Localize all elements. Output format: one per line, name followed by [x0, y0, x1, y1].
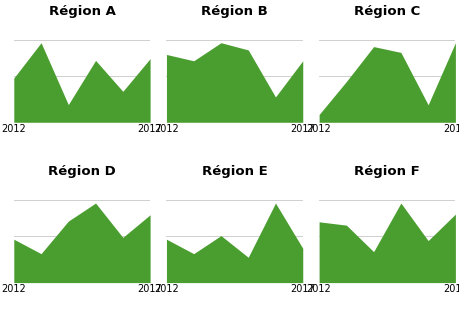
- Title: Région D: Région D: [48, 165, 116, 178]
- Title: Région B: Région B: [201, 5, 268, 18]
- Title: Région F: Région F: [353, 165, 419, 178]
- Title: Région C: Région C: [353, 5, 420, 18]
- Title: Région A: Région A: [48, 5, 115, 18]
- Title: Région E: Région E: [202, 165, 267, 178]
